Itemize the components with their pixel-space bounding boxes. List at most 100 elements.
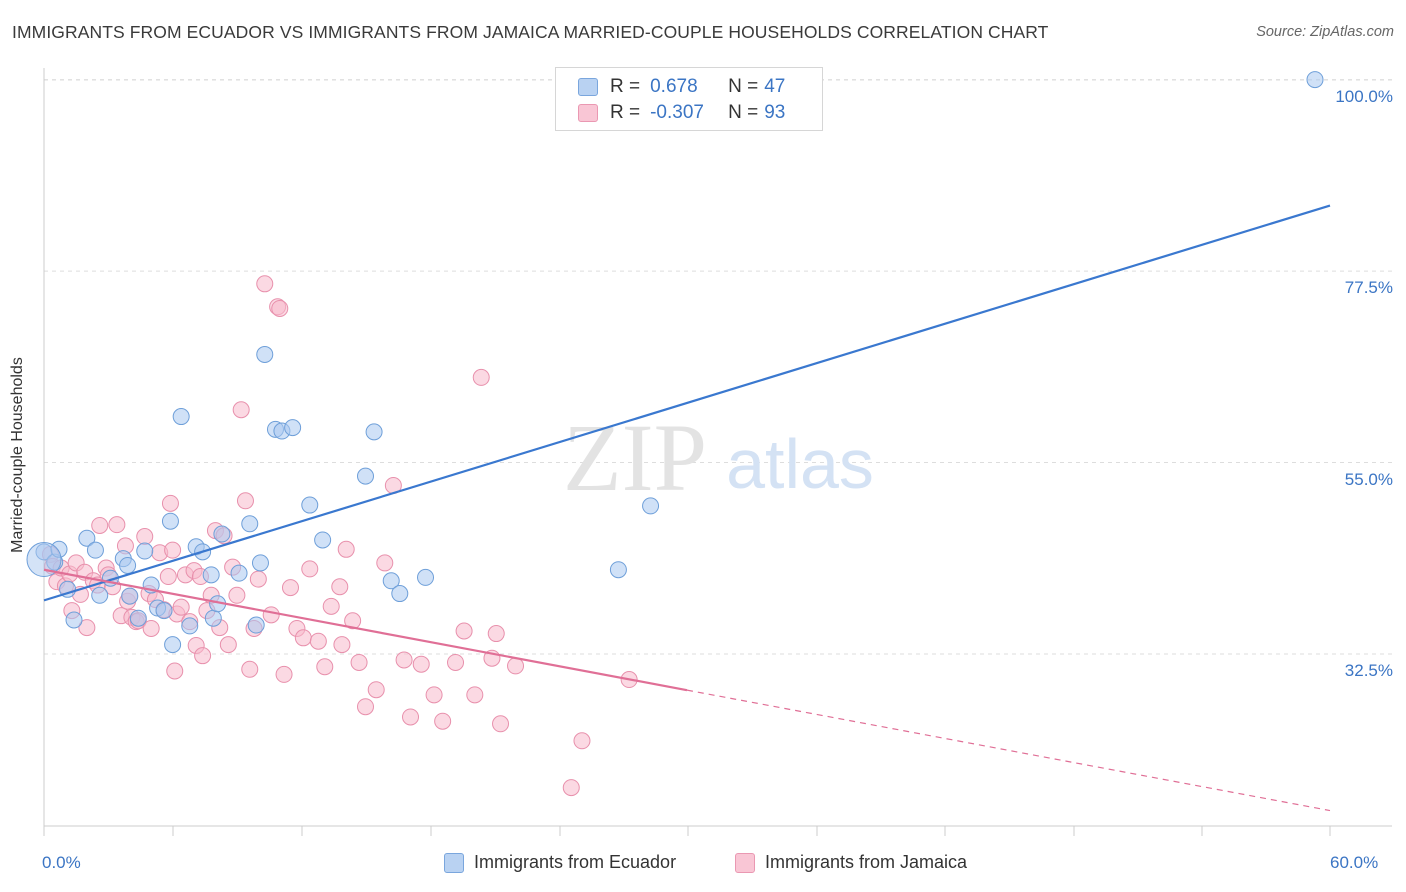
- legend-n-label: N =: [728, 102, 759, 123]
- jamaica-point: [91, 516, 109, 534]
- legend-label-ecuador: Immigrants from Ecuador: [474, 852, 677, 872]
- jamaica-point: [573, 732, 591, 750]
- jamaica-point: [249, 570, 267, 588]
- ecuador-point: [417, 568, 435, 586]
- legend-row-jamaica: R = -0.307 N = 93: [578, 101, 785, 125]
- y-tick-label: 55.0%: [1344, 469, 1393, 489]
- ecuador-point: [161, 512, 179, 530]
- ecuador-point: [181, 617, 199, 635]
- legend-r-value: -0.307: [650, 102, 704, 123]
- jamaica-point: [376, 554, 394, 572]
- gridlines: [44, 79, 1392, 655]
- jamaica-point: [301, 560, 319, 578]
- jamaica-point: [136, 528, 154, 546]
- jamaica-point: [316, 658, 334, 676]
- watermark-zip: ZIP: [563, 404, 707, 511]
- ecuador-point: [213, 525, 231, 543]
- legend-swatch-pink: [578, 104, 598, 122]
- jamaica-point: [271, 299, 289, 317]
- jamaica-point: [262, 606, 280, 624]
- jamaica-point: [337, 540, 355, 558]
- legend-swatch-blue: [578, 78, 598, 96]
- jamaica-point: [322, 597, 340, 615]
- legend-r-label: R =: [610, 102, 641, 123]
- ecuador-point: [1306, 71, 1324, 89]
- jamaica-point: [232, 401, 250, 419]
- jamaica-point: [142, 619, 160, 637]
- legend-item-jamaica: Immigrants from Jamaica: [735, 852, 967, 873]
- ecuador-point: [86, 541, 104, 559]
- ecuador-point: [78, 529, 96, 547]
- source-label: Source: ZipAtlas.com: [1256, 24, 1394, 40]
- jamaica-point: [357, 698, 374, 716]
- jamaica-point: [466, 686, 484, 704]
- jamaica-point: [281, 579, 299, 597]
- jamaica-trend-line: [43, 568, 688, 692]
- jamaica-point: [412, 655, 430, 673]
- jamaica-point: [350, 653, 368, 671]
- ecuador-point: [65, 611, 83, 629]
- ecuador-point: [391, 585, 409, 603]
- ecuador-point: [136, 542, 154, 560]
- axes: [43, 68, 1392, 836]
- jamaica-point: [166, 662, 184, 680]
- legend-n-label: N =: [728, 76, 759, 97]
- jamaica-point: [331, 578, 349, 596]
- ecuador-point: [314, 531, 332, 549]
- ecuador-point: [129, 609, 147, 627]
- ecuador-points: [26, 71, 1324, 654]
- x-tick-label-min: 0.0%: [42, 853, 81, 872]
- correlation-legend: R = 0.678 N = 47 R = -0.307 N = 93: [555, 67, 823, 131]
- y-tick-label: 100.0%: [1335, 86, 1393, 106]
- jamaica-point: [236, 492, 254, 510]
- jamaica-point: [228, 586, 246, 604]
- ecuador-trend-line: [43, 204, 1331, 602]
- ecuador-point: [172, 408, 190, 426]
- legend-r-label: R =: [610, 76, 641, 97]
- ecuador-point: [609, 561, 627, 579]
- ecuador-point: [230, 564, 248, 582]
- jamaica-point: [344, 612, 362, 630]
- jamaica-point: [294, 629, 312, 647]
- ecuador-point: [382, 572, 400, 590]
- legend-swatch-blue: [444, 852, 464, 873]
- jamaica-point: [425, 686, 443, 704]
- ecuador-point: [357, 467, 374, 485]
- jamaica-point: [219, 636, 237, 654]
- ecuador-point: [121, 587, 139, 605]
- jamaica-point: [333, 636, 351, 654]
- ecuador-point: [365, 423, 383, 441]
- ecuador-point: [241, 515, 259, 533]
- jamaica-point: [367, 681, 385, 699]
- jamaica-point: [256, 275, 274, 293]
- jamaica-point: [455, 622, 473, 640]
- legend-row-ecuador: R = 0.678 N = 47: [578, 75, 785, 99]
- ecuador-point: [284, 419, 302, 437]
- jamaica-point: [159, 568, 177, 586]
- jamaica-point: [487, 625, 505, 643]
- jamaica-point: [241, 660, 259, 678]
- watermark-atlas: atlas: [726, 425, 874, 503]
- legend-swatch-pink: [735, 852, 755, 873]
- jamaica-point: [434, 712, 452, 730]
- ecuador-point: [202, 566, 220, 584]
- ecuador-point: [91, 586, 109, 604]
- ecuador-point: [119, 556, 137, 574]
- series-legend: Immigrants from Ecuador Immigrants from …: [0, 852, 1406, 878]
- y-tick-label: 77.5%: [1344, 278, 1393, 298]
- chart-title: IMMIGRANTS FROM ECUADOR VS IMMIGRANTS FR…: [12, 22, 1049, 42]
- ecuador-point: [204, 609, 222, 627]
- legend-label-jamaica: Immigrants from Jamaica: [765, 852, 968, 872]
- jamaica-point: [562, 779, 580, 797]
- jamaica-point: [472, 368, 490, 386]
- y-axis-label: Married-couple Households: [9, 357, 26, 553]
- jamaica-point: [172, 598, 190, 616]
- jamaica-point: [164, 541, 182, 559]
- jamaica-point: [395, 651, 413, 669]
- y-tick-label: 32.5%: [1344, 661, 1393, 680]
- ecuador-point-cluster: [26, 542, 62, 578]
- ecuador-point: [155, 602, 173, 620]
- trend-lines: [43, 204, 1331, 812]
- legend-item-ecuador: Immigrants from Ecuador: [444, 852, 676, 873]
